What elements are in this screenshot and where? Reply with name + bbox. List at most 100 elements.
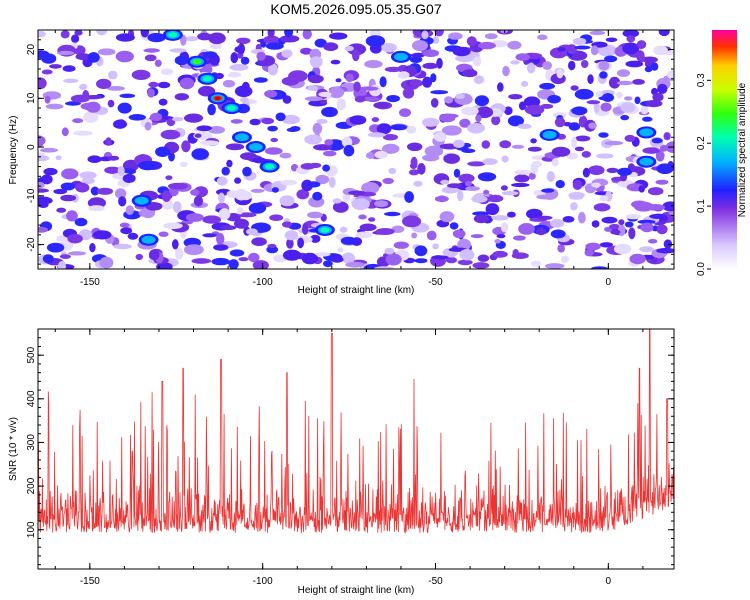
heat-cell — [536, 194, 556, 200]
heat-cell — [459, 118, 471, 128]
heat-cell — [42, 254, 54, 264]
heat-cell — [167, 182, 188, 190]
heat-cell — [465, 186, 480, 192]
heat-cell — [473, 214, 489, 224]
heat-cell — [41, 53, 57, 64]
heat-cell — [613, 243, 632, 255]
heat-cell — [157, 81, 171, 89]
heat-cell — [550, 229, 566, 239]
heat-cell — [562, 216, 575, 223]
hotspot — [636, 155, 657, 168]
heat-cell — [337, 247, 344, 253]
heat-cell — [165, 175, 173, 180]
heat-cell — [650, 62, 659, 71]
heat-cell — [332, 201, 349, 213]
heat-cell — [318, 91, 332, 98]
heat-cell — [107, 99, 115, 108]
heat-cell — [361, 182, 380, 194]
hotspot — [390, 50, 411, 63]
heat-cell — [604, 140, 624, 146]
heat-cell — [386, 95, 400, 103]
heat-cell — [307, 181, 321, 188]
heat-cell — [557, 244, 565, 253]
heat-cell — [575, 135, 591, 142]
heat-cell — [148, 249, 160, 261]
heat-cell — [348, 190, 366, 195]
heat-cell — [457, 189, 464, 202]
heat-cell — [472, 211, 490, 216]
heat-cell — [239, 97, 249, 103]
heat-cell — [440, 179, 450, 185]
spectrogram-blobs — [38, 30, 674, 269]
heat-cell — [410, 156, 418, 169]
heat-cell — [256, 51, 266, 61]
heat-cell — [589, 30, 606, 36]
heat-cell — [194, 133, 202, 138]
heat-cell — [234, 85, 253, 98]
heat-cell — [38, 136, 44, 148]
heat-cell — [216, 176, 228, 186]
x-tick-label: -150 — [80, 576, 100, 587]
heat-cell — [368, 217, 376, 222]
heat-cell — [596, 153, 614, 159]
heat-cell — [570, 202, 578, 211]
heat-cell — [572, 180, 583, 190]
heat-cell — [385, 253, 402, 266]
heat-cell — [511, 144, 525, 149]
heat-cell — [586, 100, 601, 105]
heat-cell — [501, 155, 509, 163]
heat-cell — [248, 252, 260, 263]
x-tick-label: -50 — [428, 277, 443, 288]
heat-cell — [618, 219, 625, 226]
heat-cell — [402, 215, 422, 228]
heat-cell — [335, 78, 342, 83]
heat-cell — [179, 161, 188, 168]
hotspot — [259, 160, 280, 173]
heat-cell — [421, 117, 440, 127]
heat-cell — [616, 91, 623, 99]
heat-cell — [624, 96, 633, 101]
heat-cell — [540, 103, 554, 109]
heat-cell — [226, 190, 239, 199]
heat-cell — [127, 232, 139, 240]
heat-cell — [448, 32, 463, 40]
heat-cell — [551, 146, 571, 157]
heat-cell — [504, 106, 513, 115]
heat-cell — [507, 115, 524, 127]
heat-cell — [457, 259, 473, 266]
snr-series-line — [38, 329, 674, 534]
heat-cell — [345, 261, 365, 268]
heat-cell — [511, 182, 530, 188]
heat-cell — [304, 96, 323, 102]
heat-cell — [117, 165, 125, 176]
heat-cell — [655, 179, 669, 185]
heat-cell — [388, 167, 397, 175]
heat-cell — [190, 189, 200, 196]
heat-cell — [228, 259, 239, 269]
heat-cell — [38, 226, 48, 233]
heat-cell — [302, 30, 312, 40]
heat-cell — [652, 92, 664, 102]
heat-cell — [39, 147, 59, 153]
hotspot-core — [641, 129, 651, 136]
heat-cell — [518, 223, 535, 235]
heat-cell — [358, 214, 367, 220]
heat-cell — [561, 255, 569, 263]
heat-cell — [154, 59, 162, 67]
heat-cell — [494, 238, 501, 244]
heat-cell — [656, 163, 674, 174]
heat-cell — [531, 161, 542, 168]
heat-cell — [191, 148, 209, 160]
heat-cell — [253, 77, 268, 83]
hotspot — [197, 72, 218, 85]
heat-cell — [645, 204, 666, 211]
heat-cell — [280, 35, 300, 43]
heat-cell — [238, 257, 249, 262]
heat-cell — [384, 211, 401, 217]
heat-cell — [658, 30, 670, 37]
heat-cell — [642, 147, 661, 154]
heat-cell — [68, 251, 87, 256]
heat-cell — [526, 208, 543, 220]
heat-cell — [60, 194, 77, 202]
hotspot-core — [137, 198, 147, 204]
